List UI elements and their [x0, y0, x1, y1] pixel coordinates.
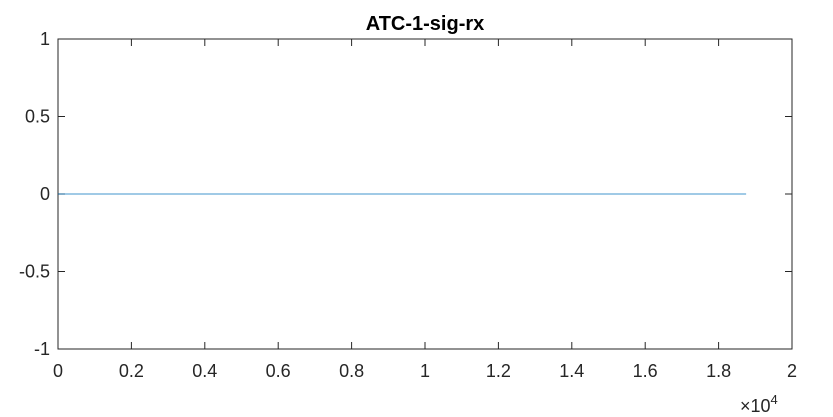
x-tick-label: 0.6	[266, 361, 291, 381]
x-axis-exponent-power: 4	[771, 392, 778, 407]
x-tick-label: 0	[53, 361, 63, 381]
x-tick-label: 1.4	[559, 361, 584, 381]
x-tick-label: 1.8	[706, 361, 731, 381]
y-tick-label: 1	[40, 29, 50, 49]
chart-title: ATC-1-sig-rx	[366, 13, 485, 35]
x-tick-label: 0.4	[192, 361, 217, 381]
y-tick-label: 0	[40, 184, 50, 204]
y-axis: 1 0.5 0 -0.5 -1	[19, 29, 792, 359]
y-tick-label: 0.5	[25, 107, 50, 127]
x-axis: 0 0.2 0.4 0.6 0.8 1 1.2 1.4 1.6 1.8 2	[53, 39, 797, 381]
y-tick-label: -1	[34, 339, 50, 359]
x-axis-exponent: ×104	[740, 392, 778, 416]
x-tick-label: 1	[420, 361, 430, 381]
y-tick-label: -0.5	[19, 262, 50, 282]
x-tick-label: 2	[787, 361, 797, 381]
x-axis-exponent-base: ×10	[740, 396, 771, 416]
x-tick-label: 1.2	[486, 361, 511, 381]
x-tick-label: 0.8	[339, 361, 364, 381]
x-tick-label: 0.2	[119, 361, 144, 381]
x-tick-label: 1.6	[633, 361, 658, 381]
